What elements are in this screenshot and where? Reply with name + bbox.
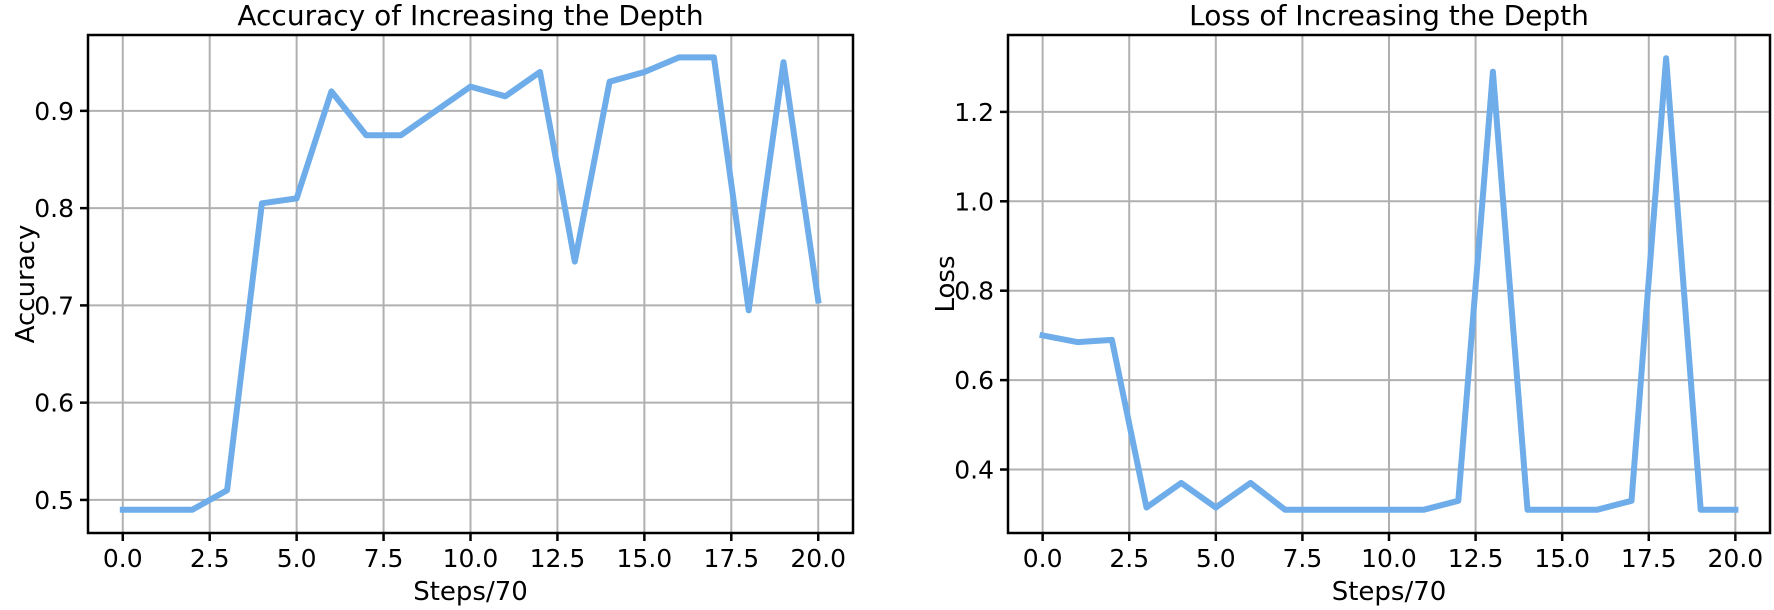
x-tick-label: 2.5: [1109, 544, 1149, 573]
x-tick-label: 0.0: [1023, 544, 1063, 573]
subplot-accuracy: Accuracy of Increasing the Depth Accurac…: [11, 0, 855, 607]
x-tick-label: 7.5: [1283, 544, 1323, 573]
accuracy-y-axis-label: Accuracy: [11, 224, 41, 344]
x-tick-label: 17.5: [703, 544, 759, 573]
y-tick-label: 0.8: [954, 277, 994, 306]
loss-chart-title: Loss of Increasing the Depth: [1189, 0, 1589, 32]
x-tick-label: 20.0: [1708, 544, 1764, 573]
x-tick-label: 20.0: [790, 544, 846, 573]
accuracy-chart-title: Accuracy of Increasing the Depth: [237, 0, 704, 32]
x-tick-label: 10.0: [1361, 544, 1417, 573]
loss-plot-area: 0.0 2.5 5.0 7.5 10.0 12.5 15.0 17.5 20.0 0.4 0.6 0.…: [954, 33, 1772, 573]
x-tick-label: 2.5: [190, 544, 230, 573]
y-tick-label: 1.2: [954, 98, 994, 127]
x-tick-label: 5.0: [277, 544, 317, 573]
accuracy-x-axis-label: Steps/70: [413, 577, 528, 607]
x-tick-label: 12.5: [530, 544, 586, 573]
y-tick-label: 0.5: [34, 486, 74, 515]
x-tick-label: 12.5: [1448, 544, 1504, 573]
accuracy-plot-area: 0.0 2.5 5.0 7.5 10.0 12.5 15.0 17.5 20.0 0.5 0.6 0.…: [34, 33, 855, 573]
y-tick-label: 0.9: [34, 97, 74, 126]
data-series-line: [1039, 55, 1739, 513]
loss-x-axis-label: Steps/70: [1331, 577, 1447, 607]
data-series-line: [119, 54, 822, 513]
x-tick-label: 15.0: [1534, 544, 1590, 573]
y-tick-label: 1.0: [954, 187, 994, 216]
y-tick-label: 0.8: [34, 194, 74, 223]
subplot-loss: Loss of Increasing the Depth Loss Steps/…: [931, 0, 1772, 607]
x-tick-label: 10.0: [443, 544, 499, 573]
x-tick-label: 7.5: [364, 544, 404, 573]
x-tick-label: 15.0: [617, 544, 673, 573]
y-tick-label: 0.6: [34, 389, 74, 418]
x-tick-label: 17.5: [1621, 544, 1677, 573]
x-tick-label: 0.0: [103, 544, 143, 573]
y-tick-label: 0.6: [954, 366, 994, 395]
y-tick-label: 0.7: [34, 291, 74, 320]
y-tick-label: 0.4: [954, 456, 994, 485]
x-tick-label: 5.0: [1196, 544, 1236, 573]
